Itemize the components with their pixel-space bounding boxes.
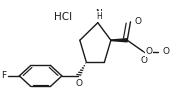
Text: O: O [140, 56, 147, 65]
Text: O: O [135, 17, 142, 26]
Text: O: O [162, 47, 169, 56]
Text: N: N [95, 9, 102, 18]
Text: HCl: HCl [54, 12, 73, 22]
Text: O: O [76, 79, 83, 88]
Text: H: H [96, 12, 102, 21]
Polygon shape [111, 39, 127, 42]
Text: F: F [1, 71, 6, 80]
Text: O: O [145, 47, 152, 56]
